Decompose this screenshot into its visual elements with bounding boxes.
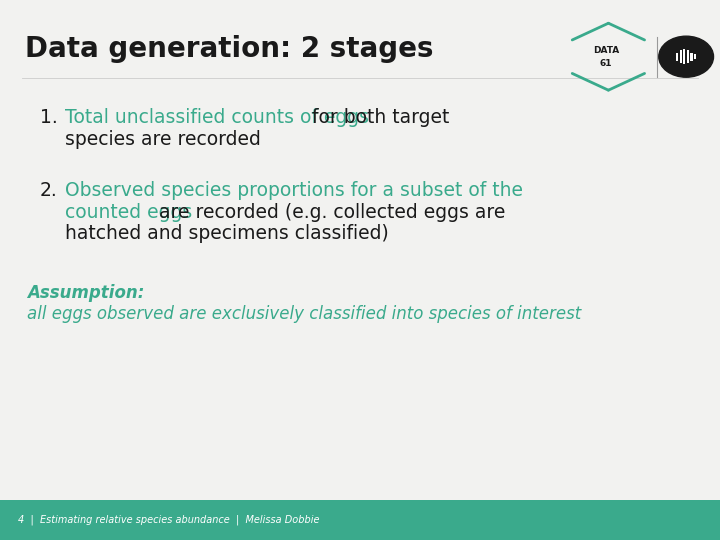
Text: hatched and specimens classified): hatched and specimens classified) bbox=[65, 224, 389, 243]
Text: 61: 61 bbox=[600, 59, 613, 68]
Text: DATA: DATA bbox=[593, 46, 619, 55]
Text: Observed species proportions for a subset of the: Observed species proportions for a subse… bbox=[65, 181, 523, 200]
Text: 2.: 2. bbox=[40, 181, 58, 200]
Text: Total unclassified counts of eggs: Total unclassified counts of eggs bbox=[65, 108, 369, 127]
Text: species are recorded: species are recorded bbox=[65, 130, 261, 148]
Text: for both target: for both target bbox=[306, 108, 449, 127]
Text: are recorded (e.g. collected eggs are: are recorded (e.g. collected eggs are bbox=[153, 202, 505, 221]
Text: all eggs observed are exclusively classified into species of interest: all eggs observed are exclusively classi… bbox=[27, 305, 582, 323]
Text: Assumption:: Assumption: bbox=[27, 284, 145, 301]
Text: 4  |  Estimating relative species abundance  |  Melissa Dobbie: 4 | Estimating relative species abundanc… bbox=[18, 515, 320, 525]
Text: Data generation: 2 stages: Data generation: 2 stages bbox=[25, 35, 433, 63]
Text: counted eggs: counted eggs bbox=[65, 202, 192, 221]
Text: 1.: 1. bbox=[40, 108, 58, 127]
